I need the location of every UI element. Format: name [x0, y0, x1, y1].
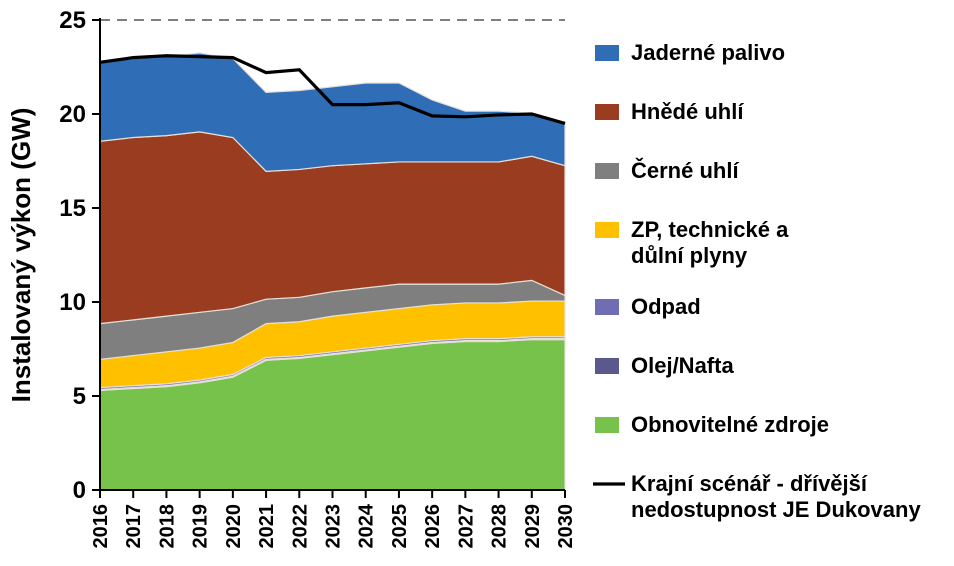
svg-text:2027: 2027	[455, 504, 477, 549]
legend-entry-jaderne: Jaderné palivo	[595, 40, 785, 65]
svg-text:20: 20	[59, 101, 86, 128]
svg-text:nedostupnost JE Dukovany: nedostupnost JE Dukovany	[631, 497, 921, 522]
legend-swatch	[595, 222, 619, 238]
legend-label: Obnovitelné zdroje	[631, 412, 829, 437]
svg-text:10: 10	[59, 289, 86, 316]
svg-text:2028: 2028	[489, 504, 511, 549]
legend-entry-hnede: Hnědé uhlí	[595, 99, 744, 124]
svg-text:důlní plyny: důlní plyny	[631, 243, 748, 268]
legend-swatch	[595, 417, 619, 433]
legend-entry-cerne: Černé uhlí	[595, 158, 739, 183]
legend-label: ZP, technické a	[631, 217, 789, 242]
stacked-areas	[100, 53, 565, 490]
legend-label: Hnědé uhlí	[631, 99, 744, 124]
svg-text:2016: 2016	[90, 504, 112, 549]
legend-label: Krajní scénář - dřívější	[631, 471, 868, 496]
svg-text:15: 15	[59, 195, 86, 222]
svg-text:2024: 2024	[356, 503, 378, 548]
legend-label: Černé uhlí	[631, 158, 739, 183]
legend-swatch	[595, 358, 619, 374]
svg-text:2026: 2026	[422, 504, 444, 549]
legend-entry-olej: Olej/Nafta	[595, 353, 734, 378]
legend-swatch	[595, 45, 619, 61]
svg-text:5: 5	[73, 383, 86, 410]
legend-swatch	[595, 163, 619, 179]
legend-label: Odpad	[631, 294, 701, 319]
legend-entry-odpad: Odpad	[595, 294, 701, 319]
svg-text:2017: 2017	[123, 504, 145, 549]
svg-text:25: 25	[59, 7, 86, 34]
legend-entry-line: Krajní scénář - dřívějšínedostupnost JE …	[593, 471, 921, 522]
chart-container: 0510152025201620172018201920202021202220…	[0, 0, 954, 566]
svg-text:2022: 2022	[289, 504, 311, 549]
svg-text:2018: 2018	[156, 504, 178, 549]
legend-swatch	[595, 299, 619, 315]
legend-entry-obnovitelne: Obnovitelné zdroje	[595, 412, 829, 437]
legend-label: Olej/Nafta	[631, 353, 734, 378]
svg-text:2020: 2020	[223, 504, 245, 549]
svg-text:2029: 2029	[522, 504, 544, 549]
legend-label: Jaderné palivo	[631, 40, 785, 65]
svg-text:0: 0	[73, 477, 86, 504]
svg-text:2025: 2025	[389, 504, 411, 549]
svg-text:2023: 2023	[323, 504, 345, 549]
svg-text:2019: 2019	[190, 504, 212, 549]
legend-swatch	[595, 104, 619, 120]
legend-entry-zp: ZP, technické adůlní plyny	[595, 217, 789, 268]
y-axis-label: Instalovaný výkon (GW)	[6, 108, 36, 403]
svg-text:2021: 2021	[256, 504, 278, 549]
legend: Jaderné palivo Hnědé uhlí Černé uhlí ZP, te…	[593, 40, 921, 522]
chart-svg: 0510152025201620172018201920202021202220…	[0, 0, 954, 566]
svg-text:2030: 2030	[555, 504, 577, 549]
